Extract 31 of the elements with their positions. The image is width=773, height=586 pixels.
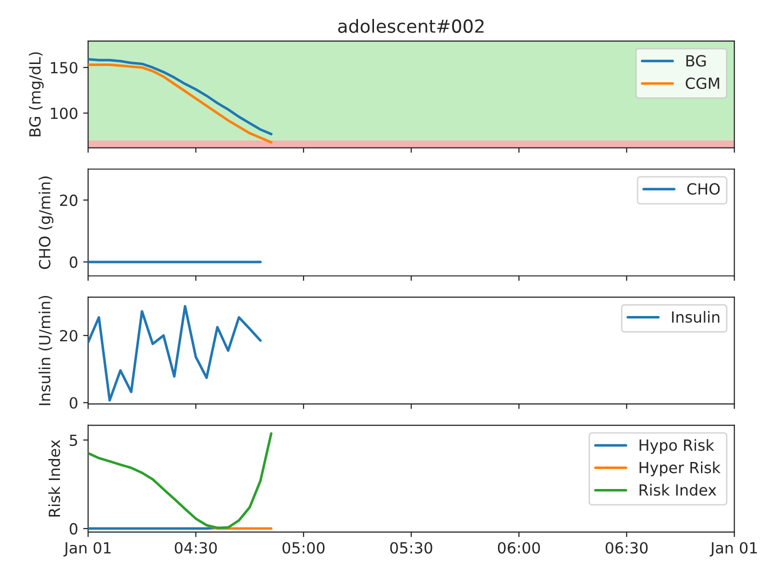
y-tick-label: 100 <box>50 108 78 120</box>
line-series <box>88 63 272 144</box>
x-tick-label: Jan 01 <box>63 542 111 556</box>
y-tick-label: 150 <box>50 62 78 74</box>
y-tick-label: 0 <box>70 397 78 409</box>
y-tick-label: 20 <box>60 194 78 206</box>
legend-label: CGM <box>686 77 720 90</box>
line-series <box>88 305 262 402</box>
x-tick-label: 05:30 <box>390 542 432 554</box>
x-tick-label: 05:00 <box>282 542 325 554</box>
line-series <box>88 432 272 530</box>
legend-label: CHO <box>687 183 720 195</box>
y-axis-title: CHO (g/min) <box>38 176 54 269</box>
y-axis-title: Risk Index <box>48 440 60 517</box>
y-tick-label: 0 <box>70 256 78 268</box>
y-axis-title: Insulin (U/min) <box>38 296 52 406</box>
y-axis-title: BG (mg/dL) <box>28 52 44 136</box>
y-tick-label: 5 <box>70 434 78 446</box>
legend-label: Hypo Risk <box>640 439 714 454</box>
x-tick-label: 06:30 <box>606 542 648 554</box>
chart-title: adolescent#002 <box>338 18 484 33</box>
line-series <box>88 58 272 136</box>
x-tick-label: 04:30 <box>174 542 217 554</box>
legend-label: Hyper Risk <box>640 462 721 476</box>
legend-label: BG <box>686 55 706 67</box>
x-tick-label: 06:00 <box>498 542 540 554</box>
legend-label: Risk Index <box>640 484 716 496</box>
x-tick-label: Jan 01 <box>710 542 757 556</box>
y-tick-label: 20 <box>60 330 78 342</box>
y-tick-label: 0 <box>70 523 78 535</box>
legend-label: Insulin <box>672 310 720 323</box>
